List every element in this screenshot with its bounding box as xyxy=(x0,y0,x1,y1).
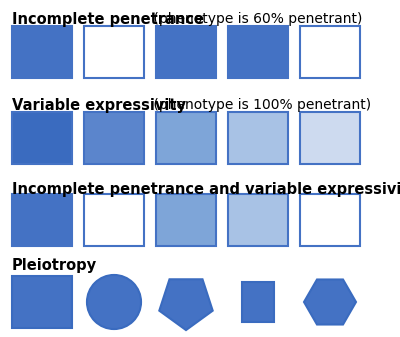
Bar xyxy=(228,26,288,78)
Polygon shape xyxy=(304,279,356,325)
Polygon shape xyxy=(242,282,274,322)
Text: Incomplete penetrance and variable expressivity: Incomplete penetrance and variable expre… xyxy=(12,182,400,197)
Bar xyxy=(84,26,144,78)
Bar xyxy=(84,112,144,164)
Bar xyxy=(300,26,360,78)
Bar xyxy=(12,194,72,246)
Text: (phenotype is 60% penetrant): (phenotype is 60% penetrant) xyxy=(149,12,362,26)
Polygon shape xyxy=(159,279,213,330)
Bar xyxy=(228,112,288,164)
Text: Variable expressivity: Variable expressivity xyxy=(12,98,186,113)
Bar xyxy=(12,112,72,164)
Bar xyxy=(300,112,360,164)
Bar xyxy=(12,276,72,328)
Text: Pleiotropy: Pleiotropy xyxy=(12,258,97,273)
Bar xyxy=(84,194,144,246)
Text: Incomplete penetrance: Incomplete penetrance xyxy=(12,12,204,27)
Bar xyxy=(228,194,288,246)
Ellipse shape xyxy=(87,275,141,329)
Bar xyxy=(12,26,72,78)
Bar xyxy=(156,112,216,164)
Bar xyxy=(156,26,216,78)
Text: (phenotype is 100% penetrant): (phenotype is 100% penetrant) xyxy=(149,98,371,112)
Bar xyxy=(300,194,360,246)
Bar xyxy=(156,194,216,246)
